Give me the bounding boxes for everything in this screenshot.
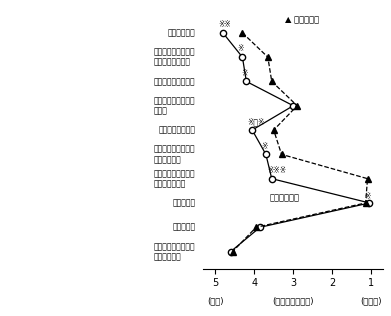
Text: 非スポーツ群: 非スポーツ群 [270, 193, 300, 202]
Text: 相手のことを考える
態度が養成できる: 相手のことを考える 態度が養成できる [154, 47, 196, 67]
Text: ※※※: ※※※ [267, 166, 286, 175]
Text: 就労の機会や収入が
ふえる: 就労の機会や収入が ふえる [154, 96, 196, 115]
Text: (はい): (はい) [207, 296, 223, 306]
Text: 生活にはりができる: 生活にはりができる [154, 77, 196, 86]
Text: 規律のある生活をす
るようになる: 規律のある生活をす るようになる [154, 242, 196, 261]
Text: 友人がふえる: 友人がふえる [168, 28, 196, 37]
Text: だ落とする: だ落とする [172, 198, 196, 208]
Text: 行動範囲が広がる: 行動範囲が広がる [158, 125, 196, 135]
Text: ※※: ※※ [218, 20, 231, 29]
Text: (どちらでもない): (どちらでもない) [273, 296, 314, 306]
Text: ※: ※ [261, 142, 267, 151]
Text: ※: ※ [364, 191, 370, 201]
Text: (いいえ): (いいえ) [361, 296, 382, 306]
Text: ※: ※ [238, 45, 244, 53]
Text: ※: ※ [242, 69, 248, 78]
Text: ※率※: ※率※ [248, 118, 265, 126]
Text: クラブやサークルへ
入る動機になる: クラブやサークルへ 入る動機になる [154, 169, 196, 188]
Text: 集団生活に耕えられ
るようになる: 集団生活に耕えられ るようになる [154, 145, 196, 164]
Text: ▲ 非スポー群: ▲ 非スポー群 [285, 15, 319, 24]
Text: 娯楽になる: 娯楽になる [172, 223, 196, 232]
